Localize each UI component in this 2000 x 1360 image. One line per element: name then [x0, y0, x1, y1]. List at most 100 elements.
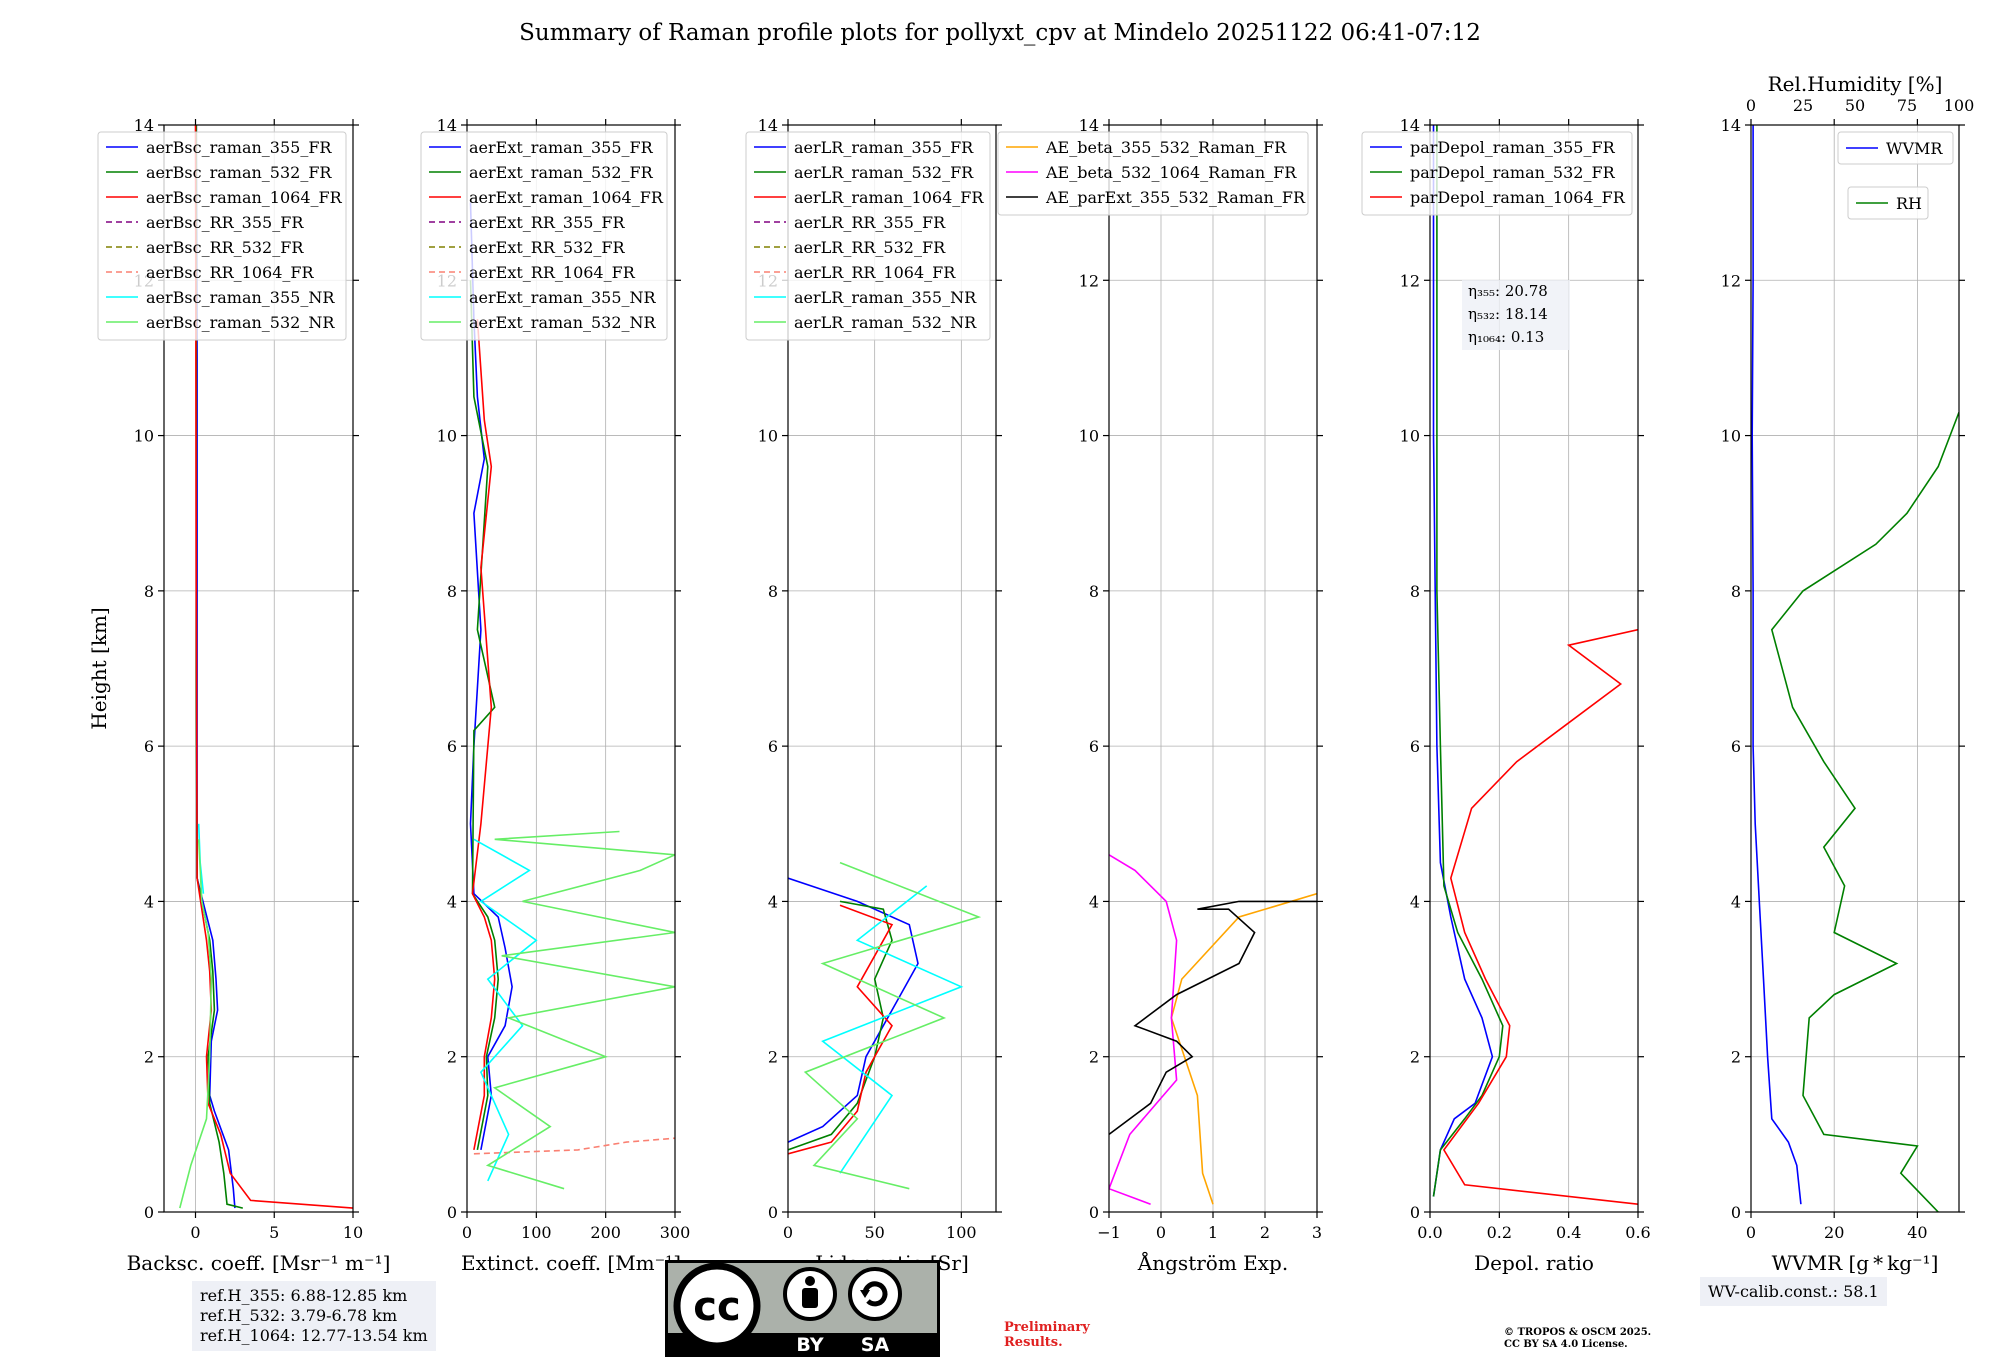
x-tick-label: −1: [1097, 1223, 1121, 1242]
legend-entry: aerExt_RR_532_FR: [469, 238, 626, 257]
series-line-AE_parExt_355_532_Raman_FR: [1109, 900, 1317, 1136]
legend-entry: aerLR_raman_532_FR: [794, 163, 974, 182]
y-tick-label: 6: [1731, 737, 1741, 756]
x-tick-label: 0.4: [1556, 1223, 1581, 1242]
series-line-RH: [1770, 412, 1959, 1212]
y-tick-label: 0: [1410, 1203, 1420, 1222]
x-tick-label: 100: [521, 1223, 552, 1242]
axes-frame: [466, 124, 676, 1213]
legend-entry: aerLR_raman_1064_FR: [794, 188, 984, 207]
legend-box: [420, 131, 668, 341]
y-tick-label: 4: [1089, 892, 1099, 911]
y-tick-label: 2: [1089, 1048, 1099, 1067]
y-tick-label: 14: [1079, 116, 1099, 135]
y-tick-label: 10: [437, 427, 457, 446]
y-tick-label: 4: [768, 892, 778, 911]
top-x-tick-label: 100: [1944, 96, 1975, 115]
series-line-aerLR_raman_532_NR: [803, 861, 982, 1190]
series-line-aerLR_raman_532_FR: [788, 900, 893, 1151]
legend-entry: aerLR_RR_532_FR: [794, 238, 946, 257]
ref-height-532: ref.H_532: 3.79-6.78 km: [200, 1306, 398, 1325]
y-tick-label: 2: [1410, 1048, 1420, 1067]
legend: aerBsc_raman_355_FR aerBsc_raman_532_FRae…: [97, 131, 347, 341]
legend-entry: aerBsc_RR_1064_FR: [146, 263, 315, 282]
series-line-aerExt_raman_1064_FR: [471, 319, 496, 1151]
y-tick-label: 2: [1731, 1048, 1741, 1067]
top-x-tick-label: 25: [1793, 96, 1813, 115]
wv-calibration-box: WV-calib.const.: 58.1: [1700, 1277, 1887, 1306]
series-line-aerLR_raman_355_NR: [821, 885, 964, 1174]
legend-box: [1837, 131, 1954, 165]
x-tick-label: 10: [343, 1223, 363, 1242]
legend-entry: aerBsc_raman_532_FR: [146, 163, 332, 182]
y-tick-label: 10: [1721, 427, 1741, 446]
legend-entry: aerBsc_raman_1064_FR: [146, 188, 343, 207]
x-tick-label: 40: [1907, 1223, 1927, 1242]
legend-entry: aerLR_raman_355_FR: [794, 138, 974, 157]
eta-annotation: η₅₃₂: 18.14: [1468, 305, 1548, 323]
y-tick-label: 14: [758, 116, 778, 135]
y-tick-label: 8: [768, 582, 778, 601]
y-tick-label: 4: [447, 892, 457, 911]
x-axis-label: Ångström Exp.: [1137, 1250, 1288, 1275]
legend-box: [1361, 131, 1633, 216]
legend-entry: AE_parExt_355_532_Raman_FR: [1045, 188, 1306, 207]
svg-text:BY: BY: [796, 1334, 823, 1356]
legend-entry: parDepol_raman_1064_FR: [1410, 188, 1626, 207]
legend: parDepol_raman_355_FR parDepol_raman_532_…: [1361, 131, 1633, 216]
legend-entry: aerExt_raman_532_NR: [469, 313, 657, 332]
y-tick-label: 12: [1400, 271, 1420, 290]
series-line-AE_beta_532_1064_Raman_FR: [1109, 854, 1178, 1205]
legend: WVMR RH: [1837, 131, 1954, 220]
y-tick-label: 4: [144, 892, 154, 911]
legend: aerExt_raman_355_FR aerExt_raman_532_FRae…: [420, 131, 668, 341]
preliminary-note: Preliminary Results.: [1004, 1320, 1090, 1350]
y-tick-label: 6: [1410, 737, 1420, 756]
y-tick-label: 0: [768, 1203, 778, 1222]
y-tick-label: 14: [437, 116, 457, 135]
sa-icon: [848, 1267, 902, 1321]
eta-annotations: η₃₅₅: 20.78 η₅₃₂: 18.14 η₁₀₆₄: 0.13: [1462, 280, 1570, 350]
legend-box: [745, 131, 991, 341]
y-tick-label: 6: [144, 737, 154, 756]
y-tick-label: 8: [1731, 582, 1741, 601]
y-tick-label: 6: [768, 737, 778, 756]
x-tick-label: 0.0: [1417, 1223, 1442, 1242]
chart-panel-2: 010020030002468101214Extinct. coeff. [Mm…: [420, 116, 690, 1275]
legend-entry: aerBsc_RR_532_FR: [146, 238, 304, 257]
y-tick-label: 4: [1731, 892, 1741, 911]
figure-title: Summary of Raman profile plots for polly…: [519, 20, 1481, 46]
chart-panel-5: 0.0 0.2 0.4 0.6 0 2 4 6 8 10 12 14 Depol. ratio parDe…: [1361, 116, 1651, 1275]
chart-panel-3: 05010002468101214Lidar ratio [Sr]aerLR_r…: [745, 116, 1002, 1275]
x-tick-label: 0: [1156, 1223, 1166, 1242]
y-tick-label: 10: [134, 427, 154, 446]
y-tick-label: 6: [1089, 737, 1099, 756]
ref-height-1064: ref.H_1064: 12.77-13.54 km: [200, 1326, 428, 1345]
series-group: [1751, 125, 1959, 1212]
legend-entry: WVMR: [1886, 139, 1943, 158]
cc-by-sa-badge: cc BY SA: [665, 1260, 940, 1357]
legend-entry: parDepol_raman_355_FR: [1410, 138, 1616, 157]
x-tick-label: 0.2: [1487, 1223, 1512, 1242]
legend-entry: parDepol_raman_532_FR: [1410, 163, 1616, 182]
series-line-AE_beta_355_532_Raman_FR: [1170, 892, 1317, 1205]
axes-frame: [1429, 124, 1639, 1213]
legend: aerLR_raman_355_FR aerLR_raman_532_FR aerL…: [745, 131, 991, 341]
x-tick-label: 50: [864, 1223, 884, 1242]
y-tick-label: 10: [1400, 427, 1420, 446]
series-line-aerExt_raman_355_FR: [469, 202, 513, 1151]
y-tick-label: 14: [1400, 116, 1420, 135]
svg-text:SA: SA: [861, 1334, 890, 1356]
x-axis-label: Extinct. coeff. [Mm⁻¹]: [461, 1251, 681, 1275]
series-line-aerLR_raman_1064_FR: [788, 904, 894, 1155]
x-tick-label: 20: [1824, 1223, 1844, 1242]
x-tick-label: 0: [783, 1223, 793, 1242]
y-tick-label: 8: [144, 582, 154, 601]
series-line-aerLR_raman_355_FR: [788, 877, 919, 1143]
legend-entry: aerExt_raman_532_FR: [469, 163, 654, 182]
x-tick-label: 200: [590, 1223, 621, 1242]
y-tick-label: 0: [1731, 1203, 1741, 1222]
eta-annotation: η₃₅₅: 20.78: [1468, 282, 1548, 300]
y-tick-label: 2: [447, 1048, 457, 1067]
reference-heights-box: ref.H_355: 6.88-12.85 km ref.H_532: 3.79…: [192, 1281, 436, 1351]
